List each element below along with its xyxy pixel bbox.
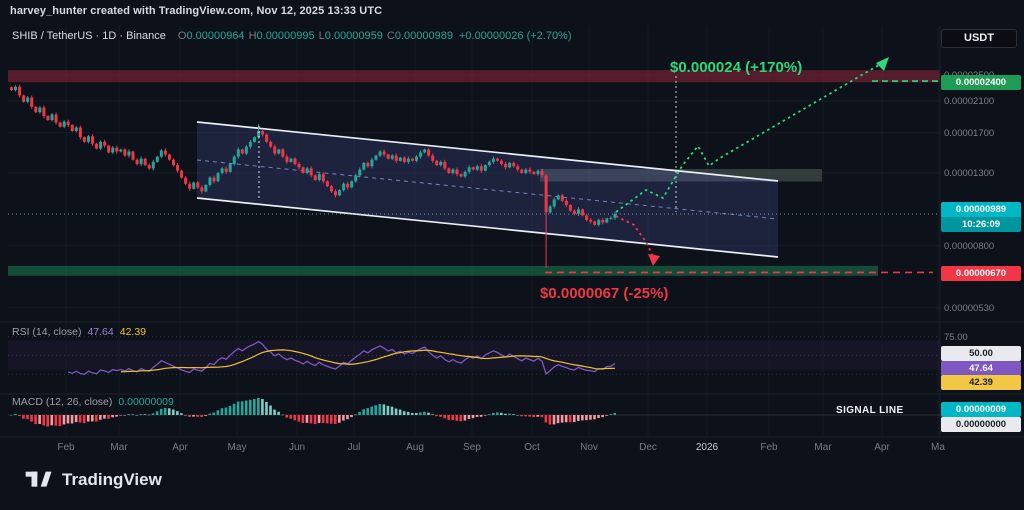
stop-price-badge[interactable]: 0.00000670: [941, 266, 1021, 281]
rsi-mid-badge[interactable]: 50.00: [941, 346, 1021, 361]
time-axis-label: Oct: [524, 442, 540, 453]
price-axis-label: 0.00001300: [944, 167, 995, 179]
ohlc-open-prefix: O: [177, 30, 187, 42]
currency-toggle-button[interactable]: USDT: [941, 29, 1017, 48]
ohlc-close-value: 0.00000989: [394, 30, 453, 42]
rsi-legend[interactable]: RSI (14, close) 47.64 42.39: [12, 326, 146, 338]
rsi-label: RSI (14, close): [12, 326, 82, 338]
price-axis-label: 0.00001700: [944, 127, 995, 139]
last-price-badge[interactable]: 0.00000989 10:26:09: [941, 202, 1021, 232]
macd-zero-badge[interactable]: 0.00000000: [941, 417, 1021, 432]
time-axis-label: Feb: [760, 442, 778, 453]
change-value: +0.00000026 (+2.70%): [458, 30, 572, 42]
time-axis-label: Jul: [347, 442, 361, 453]
ohlc-low-prefix: L: [318, 30, 325, 42]
upper-target-label: $0.000024 (+170%): [670, 59, 803, 76]
time-axis-label: 2026: [695, 442, 719, 453]
time-axis-label: Dec: [639, 442, 657, 453]
time-axis-label: Aug: [406, 442, 424, 453]
time-axis-label: Apr: [172, 442, 188, 453]
ohlc-low-value: 0.00000959: [324, 30, 383, 42]
macd-value-badge[interactable]: 0.00000009: [941, 402, 1021, 417]
rsi-ma-badge[interactable]: 42.39: [941, 375, 1021, 390]
ohlc-close-prefix: C: [386, 30, 395, 42]
macd-value: 0.00000009: [118, 396, 174, 408]
time-axis-label: Apr: [874, 442, 890, 453]
time-axis-label: May: [227, 442, 247, 453]
macd-label: MACD (12, 26, close): [12, 396, 113, 408]
rsi-value-badge[interactable]: 47.64: [941, 361, 1021, 376]
tradingview-logo-text: TradingView: [62, 470, 162, 489]
time-axis-label: Ma: [931, 442, 945, 453]
time-axis-label: Feb: [57, 442, 75, 453]
time-axis-label: Mar: [814, 442, 832, 453]
time-axis-label: Mar: [110, 442, 128, 453]
last-price-value: 0.00000989: [955, 204, 1007, 215]
tradingview-logo-icon: [25, 471, 52, 487]
target-price-badge[interactable]: 0.00002400: [941, 75, 1021, 90]
ohlc-high-value: 0.00000995: [256, 30, 315, 42]
ohlc-open-value: 0.00000964: [186, 30, 245, 42]
macd-legend[interactable]: MACD (12, 26, close) 0.00000009: [12, 396, 174, 408]
tradingview-logo[interactable]: TradingView: [24, 468, 162, 492]
symbol-legend[interactable]: SHIB / TetherUS · 1D · Binance O0.0000096…: [12, 30, 572, 42]
price-axis-label: 0.00000530: [944, 302, 995, 314]
time-axis-label: Jun: [288, 442, 306, 453]
symbol-title: SHIB / TetherUS · 1D · Binance: [12, 30, 166, 42]
ohlc-high-prefix: H: [248, 30, 257, 42]
rsi-value: 47.64: [87, 326, 114, 338]
rsi-axis-75: 75.00: [944, 332, 968, 343]
attribution-text: harvey_hunter created with TradingView.c…: [10, 5, 383, 17]
signal-line-label: SIGNAL LINE: [836, 405, 904, 416]
price-axis-label: 0.00002100: [944, 96, 995, 108]
time-axis-label: Nov: [580, 442, 598, 453]
price-axis-label: 0.00000800: [944, 240, 995, 252]
bar-countdown: 10:26:09: [941, 217, 1021, 232]
rsi-ma-value: 42.39: [119, 326, 147, 338]
lower-target-label: $0.0000067 (-25%): [540, 285, 669, 302]
time-axis-label: Sep: [463, 442, 481, 453]
